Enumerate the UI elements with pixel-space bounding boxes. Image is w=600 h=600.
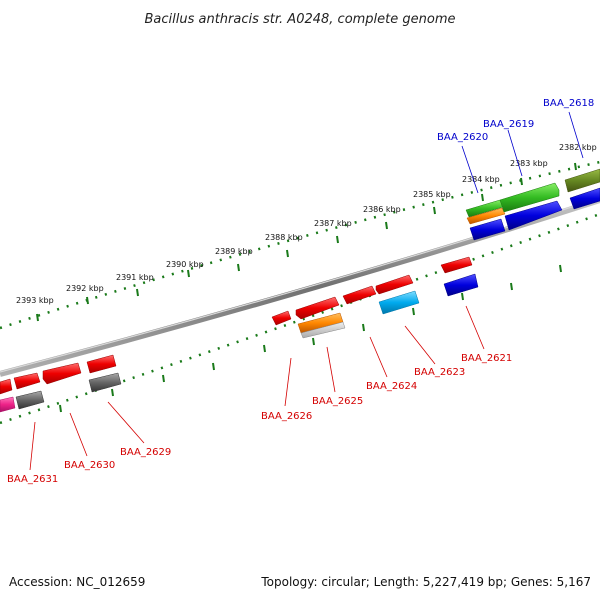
gene-arrow[interactable] [88,372,122,393]
tick-label: 2386 kbp [363,205,401,214]
tick-label: 2388 kbp [265,233,303,242]
gene-arrow[interactable] [0,378,13,395]
gene-arrow[interactable] [466,207,506,225]
tick-label: 2393 kbp [16,296,54,305]
gene-arrow[interactable] [0,396,16,413]
gene-label[interactable]: BAA_2619 [483,119,534,130]
outer-major-ticks [36,162,577,322]
gene-label[interactable]: BAA_2629 [120,447,171,458]
tick-label: 2384 kbp [462,175,500,184]
gene-label[interactable]: BAA_2618 [543,98,594,109]
tick-label: 2390 kbp [166,260,204,269]
gene-arrow[interactable] [375,274,414,295]
gene-label[interactable]: BAA_2621 [461,353,512,364]
gene-arrow[interactable] [440,256,473,274]
tick-label: 2387 kbp [314,219,352,228]
gene-arrow[interactable] [504,200,563,231]
outer-genes [0,168,600,395]
tick-label: 2392 kbp [66,284,104,293]
gene-arrow[interactable] [86,354,117,374]
tick-label: 2383 kbp [510,159,548,168]
gene-label[interactable]: BAA_2620 [437,132,488,143]
map-title: Bacillus anthracis str. A0248, complete … [144,12,455,27]
genome-summary-text: Topology: circular; Length: 5,227,419 bp… [260,575,591,589]
gene-arrow[interactable] [13,372,41,390]
gene-arrow[interactable] [569,187,600,210]
gene-arrow[interactable] [300,321,346,339]
gene-arrow[interactable] [342,285,377,305]
tick-label: 2382 kbp [559,143,597,152]
inner-gene-labels: BAA_2621 BAA_2623 BAA_2624 BAA_2625 BAA_… [7,305,512,485]
gene-label[interactable]: BAA_2624 [366,381,417,392]
tick-label: 2389 kbp [215,247,253,256]
gene-label[interactable]: BAA_2631 [7,474,58,485]
inner-major-ticks [59,264,562,413]
gene-arrow[interactable] [378,290,420,315]
tick-label: 2391 kbp [116,273,154,282]
gene-label[interactable]: BAA_2625 [312,396,363,407]
gene-arrow[interactable] [469,218,506,241]
gene-arrow[interactable] [15,390,45,410]
gene-arrow[interactable] [443,273,479,297]
gene-label[interactable]: BAA_2623 [414,367,465,378]
gene-arrow[interactable] [499,182,560,213]
gene-arrow[interactable] [295,296,340,320]
inner-scale-track [0,212,600,425]
gene-label[interactable]: BAA_2630 [64,460,115,471]
tick-label: 2385 kbp [413,190,451,199]
accession-text: Accession: NC_012659 [9,575,145,589]
gene-arrow[interactable] [564,168,600,193]
tick-labels: 2393 kbp 2392 kbp 2391 kbp 2390 kbp 2389… [16,143,597,305]
gene-label[interactable]: BAA_2626 [261,411,312,422]
inner-genes [0,273,479,413]
gene-arrow[interactable] [271,310,292,326]
gene-arrow[interactable] [42,362,82,385]
outer-gene-labels: BAA_2620 BAA_2619 BAA_2618 [437,98,594,194]
